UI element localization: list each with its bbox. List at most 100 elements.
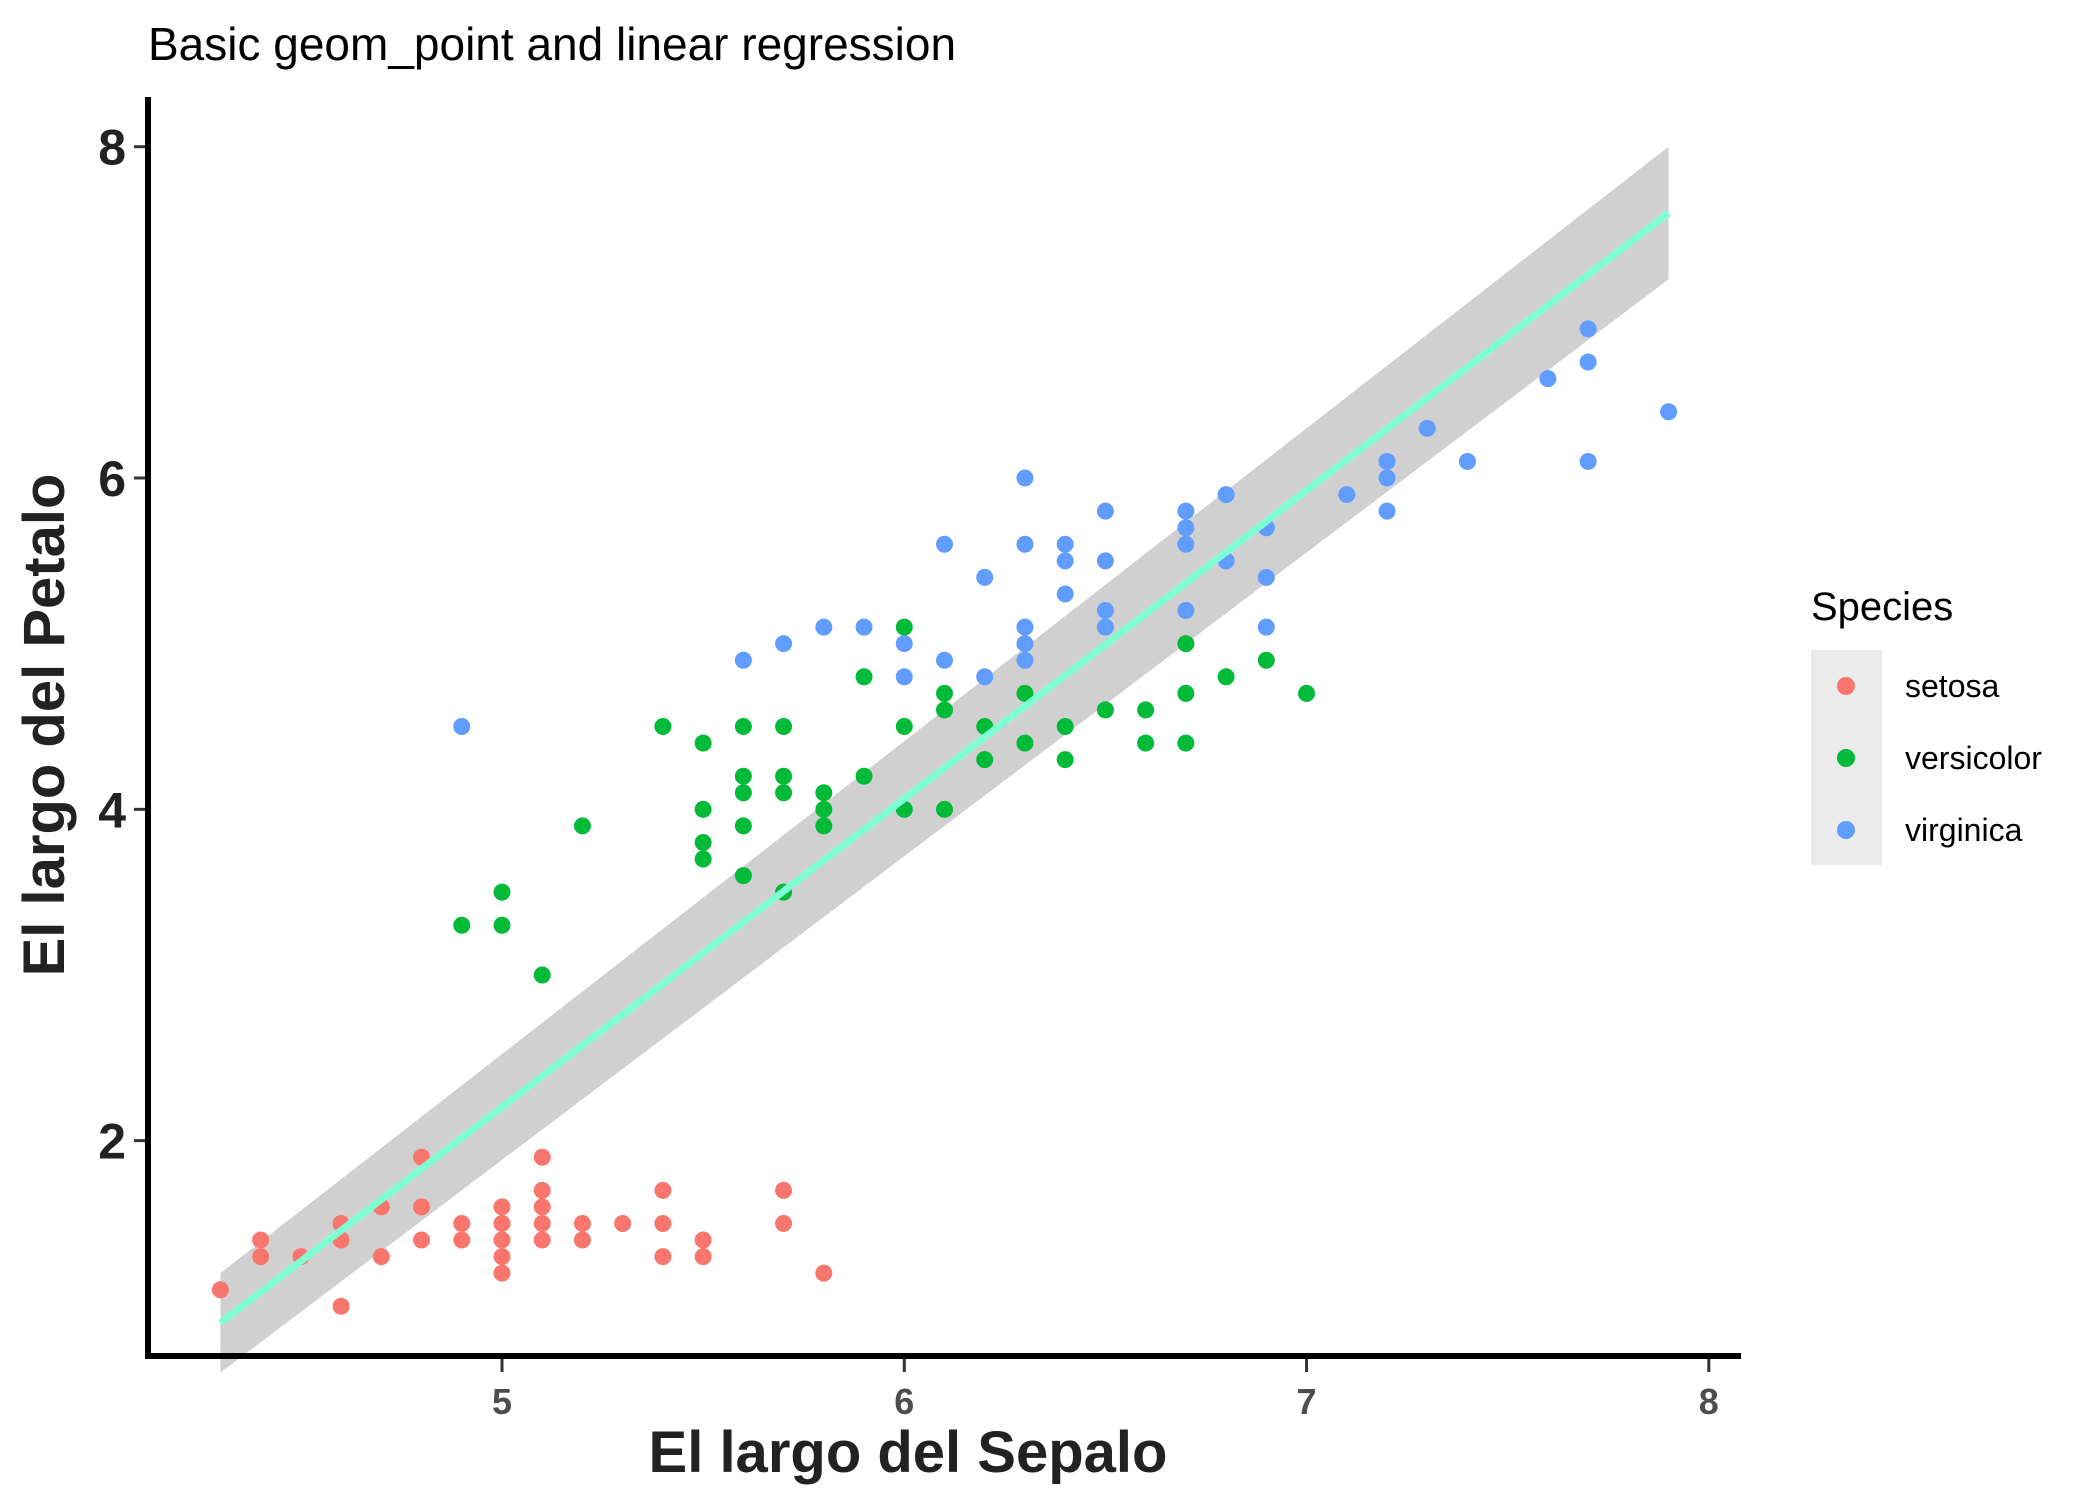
data-point-setosa — [413, 1231, 431, 1249]
data-point-virginica — [1056, 585, 1074, 603]
data-point-virginica — [734, 651, 752, 669]
legend-key-versicolor — [1837, 749, 1855, 767]
data-point-setosa — [573, 1231, 591, 1249]
data-point-versicolor — [895, 618, 913, 636]
data-point-versicolor — [493, 916, 511, 934]
data-point-virginica — [1579, 320, 1597, 338]
data-point-versicolor — [1177, 684, 1195, 702]
data-point-virginica — [1016, 618, 1034, 636]
data-point-virginica — [1177, 519, 1195, 537]
data-point-versicolor — [734, 718, 752, 735]
legend-label-setosa: setosa — [1905, 668, 1999, 704]
data-point-versicolor — [694, 850, 712, 868]
data-point-setosa — [453, 1214, 471, 1232]
data-point-versicolor — [573, 817, 591, 835]
data-point-setosa — [332, 1297, 350, 1315]
data-point-versicolor — [1177, 635, 1195, 653]
data-point-versicolor — [734, 817, 752, 835]
data-point-virginica — [1458, 452, 1476, 470]
confidence-band — [220, 146, 1669, 1373]
data-point-versicolor — [694, 833, 712, 851]
data-point-versicolor — [694, 734, 712, 752]
x-axis-ticks: 5 6 7 8 — [492, 1359, 1719, 1422]
points-layer — [211, 320, 1678, 1315]
data-point-setosa — [533, 1231, 551, 1249]
data-point-versicolor — [1298, 684, 1316, 702]
regression-line-layer — [218, 210, 1671, 1326]
data-point-versicolor — [815, 817, 833, 835]
data-point-virginica — [1096, 618, 1114, 636]
data-point-versicolor — [855, 668, 873, 686]
x-tick-label: 7 — [1297, 1381, 1317, 1422]
data-point-versicolor — [936, 800, 953, 818]
legend-title: Species — [1811, 585, 1953, 629]
legend-label-versicolor: versicolor — [1905, 740, 2042, 776]
data-point-setosa — [493, 1231, 511, 1249]
data-point-virginica — [1579, 452, 1597, 470]
y-axis-ticks: 2 4 6 8 — [98, 120, 145, 1170]
data-point-versicolor — [1056, 751, 1074, 769]
data-point-setosa — [533, 1198, 551, 1216]
legend-label-virginica: virginica — [1905, 812, 2023, 848]
data-point-setosa — [493, 1214, 511, 1232]
data-point-versicolor — [734, 784, 752, 802]
data-point-versicolor — [1177, 734, 1195, 752]
data-point-setosa — [573, 1214, 591, 1232]
x-tick-label: 6 — [894, 1381, 914, 1422]
data-point-versicolor — [1096, 701, 1114, 719]
data-point-versicolor — [694, 800, 712, 818]
data-point-versicolor — [936, 684, 953, 702]
data-point-versicolor — [775, 718, 793, 735]
chart-title: Basic geom_point and linear regression — [148, 18, 956, 70]
data-point-virginica — [936, 651, 953, 669]
data-point-virginica — [976, 568, 994, 586]
data-point-virginica — [775, 635, 793, 653]
data-point-versicolor — [855, 767, 873, 785]
legend-items: setosa versicolor virginica — [1837, 668, 2042, 848]
data-point-setosa — [211, 1281, 229, 1299]
data-point-virginica — [855, 618, 873, 636]
legend-key-virginica — [1837, 821, 1855, 839]
data-point-versicolor — [493, 883, 511, 901]
data-point-versicolor — [1137, 734, 1155, 752]
data-point-setosa — [493, 1198, 511, 1216]
data-point-versicolor — [976, 751, 994, 769]
data-point-virginica — [1016, 651, 1034, 669]
data-point-virginica — [1257, 568, 1275, 586]
data-point-setosa — [493, 1264, 511, 1282]
data-point-virginica — [1016, 635, 1034, 653]
data-point-setosa — [413, 1198, 431, 1216]
data-point-setosa — [372, 1248, 390, 1266]
data-point-versicolor — [815, 784, 833, 802]
data-point-setosa — [493, 1248, 511, 1266]
data-point-virginica — [1016, 535, 1034, 553]
data-point-setosa — [252, 1231, 270, 1249]
data-point-versicolor — [1056, 718, 1074, 735]
data-point-setosa — [694, 1248, 712, 1266]
data-point-virginica — [1579, 353, 1597, 371]
regression-line — [218, 210, 1671, 1326]
data-point-virginica — [1539, 370, 1557, 388]
data-point-virginica — [1660, 403, 1678, 421]
y-axis-title: El largo del Petalo — [12, 474, 77, 977]
data-point-virginica — [1177, 535, 1195, 553]
data-point-virginica — [1096, 602, 1114, 620]
data-point-versicolor — [453, 916, 471, 934]
data-point-versicolor — [1016, 684, 1034, 702]
data-point-versicolor — [1137, 701, 1155, 719]
confidence-band-layer — [220, 146, 1669, 1373]
data-point-virginica — [1378, 452, 1396, 470]
y-tick-label: 8 — [98, 120, 126, 176]
legend-key-setosa — [1837, 677, 1855, 695]
data-point-virginica — [1056, 552, 1074, 570]
data-point-versicolor — [775, 767, 793, 785]
data-point-setosa — [654, 1181, 672, 1199]
data-point-setosa — [453, 1231, 471, 1249]
data-point-virginica — [1177, 502, 1195, 520]
data-point-virginica — [1418, 419, 1436, 437]
data-point-virginica — [936, 535, 953, 553]
data-point-versicolor — [734, 767, 752, 785]
data-point-setosa — [775, 1181, 793, 1199]
data-point-versicolor — [1217, 668, 1235, 686]
